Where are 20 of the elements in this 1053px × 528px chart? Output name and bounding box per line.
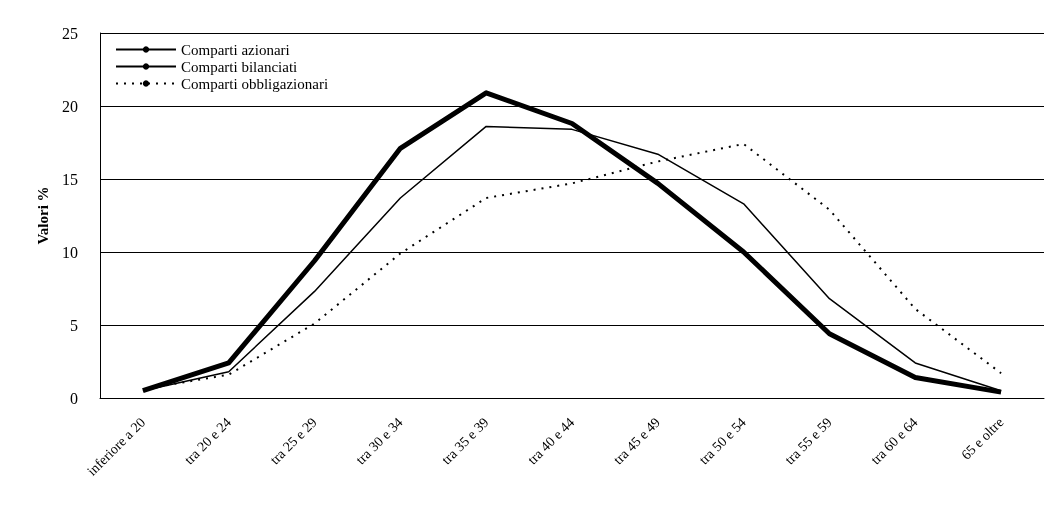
- x-tick-label: tra 40 e 44: [524, 414, 578, 468]
- legend-label: Comparti bilanciati: [181, 58, 298, 75]
- legend-label: Comparti obbligazionari: [181, 75, 329, 92]
- x-tick-label: tra 55 e 59: [782, 414, 835, 468]
- x-tick-label: tra 60 e 64: [867, 414, 921, 468]
- y-tick-label: 5: [70, 316, 78, 334]
- x-tick-label: tra 45 e 49: [610, 414, 664, 468]
- x-tick-label: tra 50 e 54: [696, 414, 749, 468]
- legend-label: Comparti azionari: [181, 41, 290, 58]
- x-tick-label: tra 20 e 24: [181, 414, 235, 468]
- y-tick-label: 10: [62, 243, 78, 261]
- x-tick-label: 65 e oltre: [958, 414, 1007, 463]
- x-tick-label: tra 25 e 29: [267, 414, 320, 468]
- x-tick-label: tra 30 e 34: [353, 414, 406, 468]
- y-tick-label: 15: [62, 170, 78, 188]
- x-tick-label: tra 35 e 39: [438, 414, 492, 468]
- y-tick-label: 20: [62, 97, 78, 115]
- y-tick-label: 25: [62, 24, 78, 42]
- y-axis-title: Valori %: [34, 186, 51, 245]
- y-tick-label: 0: [70, 389, 78, 407]
